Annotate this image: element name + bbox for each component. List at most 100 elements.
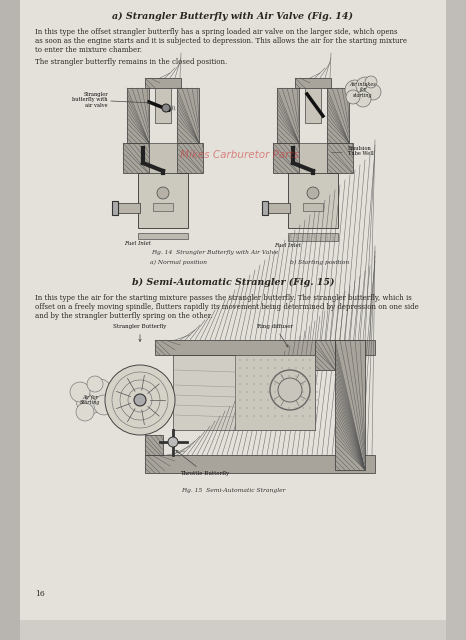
Circle shape [295, 399, 296, 401]
Text: Mikes Carburetor Parts: Mikes Carburetor Parts [180, 150, 300, 160]
Text: Strangler
butterfly with
air valve: Strangler butterfly with air valve [73, 92, 150, 108]
Text: Fig. 14  Strangler Butterfly with Air Valve: Fig. 14 Strangler Butterfly with Air Val… [151, 250, 279, 255]
Circle shape [296, 237, 297, 238]
Circle shape [267, 383, 268, 385]
Bar [138, 233, 188, 239]
Bar [155, 340, 375, 355]
Text: Emulsion
Tube Well: Emulsion Tube Well [332, 146, 374, 156]
Text: a) Strangler Butterfly with Air Valve (Fig. 14): a) Strangler Butterfly with Air Valve (F… [112, 12, 354, 21]
Bar [288, 173, 338, 228]
Circle shape [290, 234, 292, 236]
Circle shape [281, 367, 282, 369]
Circle shape [302, 237, 303, 238]
Bar [145, 455, 375, 473]
Circle shape [302, 367, 304, 369]
Bar [262, 201, 268, 215]
Circle shape [70, 382, 90, 402]
Text: Fuel Inlet: Fuel Inlet [274, 243, 302, 248]
Text: In this type the air for the starting mixture passes the strangler butterfly. Th: In this type the air for the starting mi… [35, 294, 412, 302]
Bar [177, 88, 199, 143]
Text: Air for
Starting: Air for Starting [80, 395, 100, 405]
Circle shape [267, 399, 268, 401]
Bar [20, 620, 446, 640]
Bar [303, 203, 323, 211]
Circle shape [327, 239, 328, 241]
Circle shape [278, 378, 302, 402]
Bar [295, 78, 331, 88]
Bar [127, 88, 149, 143]
Text: Strangler Butterfly: Strangler Butterfly [113, 324, 167, 342]
Bar [266, 203, 290, 213]
Circle shape [308, 237, 309, 238]
Bar [145, 435, 163, 455]
Circle shape [345, 80, 365, 100]
Circle shape [296, 234, 297, 236]
Circle shape [288, 367, 289, 369]
Bar [145, 78, 181, 88]
Circle shape [307, 187, 319, 199]
Circle shape [302, 415, 304, 417]
Bar [299, 143, 327, 173]
Bar [177, 143, 203, 173]
Text: a) Normal position: a) Normal position [150, 260, 207, 265]
Bar [327, 143, 353, 173]
Text: In this type the offset strangler butterfly has a spring loaded air valve on the: In this type the offset strangler butter… [35, 28, 397, 36]
Circle shape [274, 367, 275, 369]
Circle shape [327, 237, 328, 238]
Text: Fig. 15  Semi-Automatic Strangler: Fig. 15 Semi-Automatic Strangler [181, 488, 285, 493]
Circle shape [274, 415, 275, 417]
Circle shape [94, 395, 114, 415]
Circle shape [288, 415, 289, 417]
Circle shape [309, 367, 311, 369]
Text: 16: 16 [35, 590, 45, 598]
Circle shape [288, 399, 289, 401]
Circle shape [365, 76, 377, 88]
Circle shape [321, 239, 322, 241]
Text: as soon as the engine starts and it is subjected to depression. This allows the : as soon as the engine starts and it is s… [35, 37, 407, 45]
Circle shape [321, 237, 322, 238]
Text: offset on a freely moving spindle, flutters rapidly its movement being determine: offset on a freely moving spindle, flutt… [35, 303, 419, 311]
Circle shape [302, 234, 303, 236]
Circle shape [302, 399, 304, 401]
Circle shape [295, 383, 296, 385]
Bar [138, 173, 188, 228]
Bar [153, 203, 173, 211]
Circle shape [134, 394, 146, 406]
Circle shape [356, 77, 374, 95]
Text: The strangler butterfly remains in the closed position.: The strangler butterfly remains in the c… [35, 58, 227, 66]
Text: and by the strangler butterfly spring on the other.: and by the strangler butterfly spring on… [35, 312, 212, 320]
Circle shape [105, 365, 175, 435]
Text: b) Semi-Automatic Strangler (Fig. 15): b) Semi-Automatic Strangler (Fig. 15) [132, 278, 334, 287]
Circle shape [281, 383, 282, 385]
Text: to enter the mixture chamber.: to enter the mixture chamber. [35, 46, 142, 54]
Circle shape [168, 437, 178, 447]
Circle shape [267, 367, 268, 369]
Circle shape [327, 234, 328, 236]
Circle shape [260, 415, 261, 417]
Circle shape [267, 415, 268, 417]
Circle shape [260, 367, 261, 369]
Circle shape [290, 237, 292, 238]
Bar [112, 201, 118, 215]
Circle shape [302, 383, 304, 385]
Circle shape [157, 187, 169, 199]
Circle shape [76, 386, 104, 414]
Text: b) Starting position: b) Starting position [290, 260, 349, 265]
Circle shape [87, 376, 103, 392]
Circle shape [309, 383, 311, 385]
Bar [335, 340, 365, 470]
Bar [235, 355, 315, 430]
Bar [0, 0, 20, 640]
Bar [288, 233, 338, 241]
Bar [446, 0, 466, 640]
Circle shape [290, 239, 292, 241]
Circle shape [321, 234, 322, 236]
Circle shape [308, 239, 309, 241]
Circle shape [316, 367, 318, 369]
Bar [149, 143, 177, 173]
Bar [305, 88, 321, 123]
Circle shape [316, 415, 318, 417]
Circle shape [355, 91, 371, 107]
Bar [277, 88, 299, 143]
Circle shape [76, 403, 94, 421]
